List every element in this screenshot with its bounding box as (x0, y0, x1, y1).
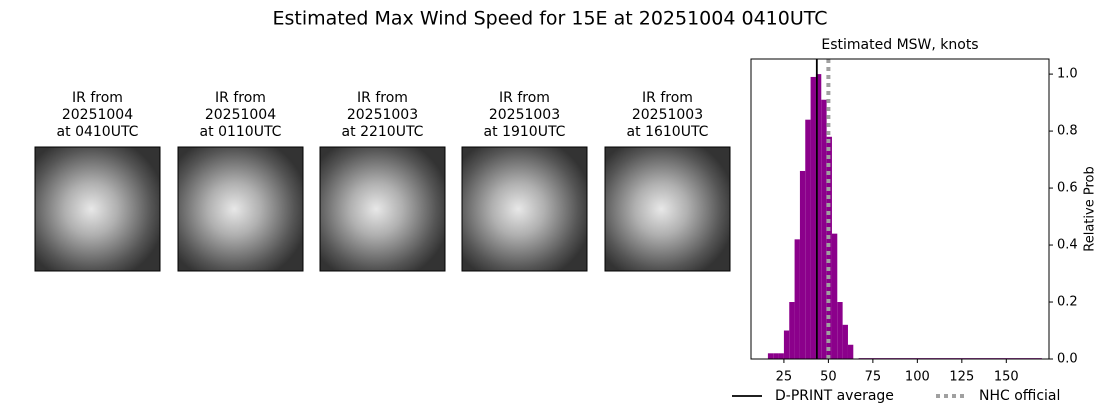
bar (815, 74, 822, 359)
bar (789, 302, 795, 359)
bar (773, 353, 779, 359)
panel-label: 20251003 (632, 107, 703, 123)
y-axis-label: Relative Prob (1083, 166, 1098, 251)
x-tick-label: 125 (949, 370, 974, 385)
legend-label: NHC official (979, 388, 1060, 404)
y-tick-label: 0.0 (1057, 352, 1078, 367)
bar (826, 136, 832, 359)
panel-label: at 0110UTC (200, 124, 282, 140)
y-tick-label: 0.2 (1057, 295, 1078, 310)
legend-label: D-PRINT average (775, 388, 894, 404)
bar (778, 353, 784, 359)
x-tick-label: 25 (776, 370, 793, 385)
panel-label: IR from (72, 90, 123, 106)
panel-label: at 1610UTC (627, 124, 709, 140)
bar (794, 239, 800, 359)
panel-label: IR from (357, 90, 408, 106)
panel-label: IR from (642, 90, 693, 106)
ir-image (319, 146, 446, 272)
bar (831, 233, 838, 359)
bar (799, 170, 806, 359)
panel-label: IR from (499, 90, 550, 106)
bar (821, 99, 827, 360)
panel-label: at 0410UTC (57, 124, 139, 140)
bar (810, 76, 816, 359)
y-tick-label: 1.0 (1057, 67, 1078, 82)
ir-image (461, 146, 588, 272)
y-tick-label: 0.4 (1057, 238, 1078, 253)
bar (767, 353, 774, 359)
y-tick-label: 0.8 (1057, 124, 1078, 139)
x-tick-label: 150 (994, 370, 1019, 385)
panel-label: at 2210UTC (342, 124, 424, 140)
ir-image (34, 146, 161, 272)
ir-image (177, 146, 304, 272)
chart-title: Estimated MSW, knots (821, 37, 978, 53)
panel-label: 20251004 (205, 107, 276, 123)
y-tick-label: 0.6 (1057, 181, 1078, 196)
plot-frame (750, 58, 1050, 360)
bar (805, 119, 811, 359)
panel-label: 20251003 (347, 107, 418, 123)
bar (847, 344, 854, 359)
panel-label: 20251004 (62, 107, 133, 123)
x-tick-label: 100 (905, 370, 930, 385)
figure-title: Estimated Max Wind Speed for 15E at 2025… (272, 8, 827, 30)
panel-label: IR from (215, 90, 266, 106)
bar (842, 324, 848, 359)
panel-label: at 1910UTC (484, 124, 566, 140)
x-tick-label: 50 (820, 370, 837, 385)
bar (783, 330, 790, 359)
ir-image (604, 146, 731, 272)
bar (837, 302, 843, 359)
x-tick-label: 75 (865, 370, 882, 385)
panel-label: 20251003 (489, 107, 560, 123)
